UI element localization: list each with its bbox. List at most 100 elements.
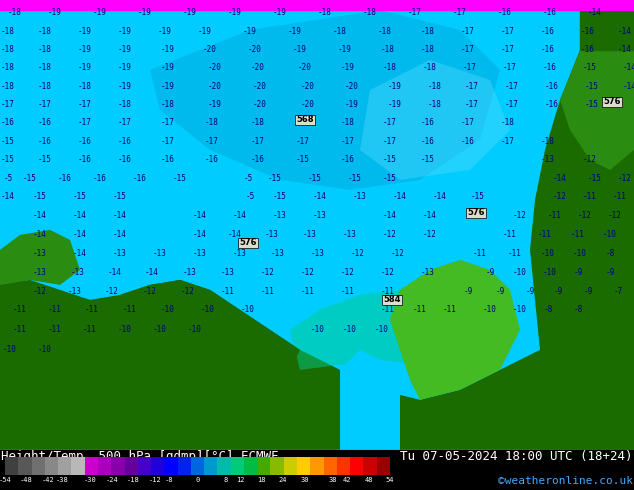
Text: -48: -48 <box>20 477 33 483</box>
Bar <box>0 0 634 10</box>
Text: -15: -15 <box>348 174 362 183</box>
Text: -10: -10 <box>513 305 527 315</box>
Text: -16: -16 <box>541 27 555 36</box>
Text: -14: -14 <box>588 8 602 18</box>
Text: -14: -14 <box>193 230 207 240</box>
Text: -20: -20 <box>253 82 267 92</box>
Text: -15: -15 <box>308 174 322 183</box>
Text: -7: -7 <box>613 287 623 296</box>
Text: -15: -15 <box>273 193 287 201</box>
Text: -15: -15 <box>73 193 87 201</box>
Text: -16: -16 <box>581 27 595 36</box>
Text: -20: -20 <box>298 64 312 73</box>
Text: -10: -10 <box>153 325 167 334</box>
Text: -11: -11 <box>48 325 62 334</box>
Text: -18: -18 <box>383 64 397 73</box>
Text: -13: -13 <box>233 249 247 258</box>
Text: -18: -18 <box>1 46 15 54</box>
Text: -19: -19 <box>93 8 107 18</box>
Text: -17: -17 <box>38 100 52 109</box>
Text: -12: -12 <box>608 211 622 220</box>
Text: -11: -11 <box>583 193 597 201</box>
Text: -13: -13 <box>313 211 327 220</box>
Text: -14: -14 <box>113 230 127 240</box>
Text: -17: -17 <box>78 119 92 127</box>
Bar <box>85 457 98 475</box>
Text: -18: -18 <box>541 137 555 147</box>
Text: -16: -16 <box>251 155 265 165</box>
Text: -13: -13 <box>221 269 235 277</box>
Polygon shape <box>0 280 634 450</box>
Text: -13: -13 <box>33 249 47 258</box>
Bar <box>45 457 58 475</box>
Text: -19: -19 <box>158 27 172 36</box>
Bar <box>284 457 297 475</box>
Text: -17: -17 <box>161 137 175 147</box>
Text: -17: -17 <box>453 8 467 18</box>
Text: -15: -15 <box>421 155 435 165</box>
Text: -19: -19 <box>228 8 242 18</box>
Text: -16: -16 <box>545 100 559 109</box>
Bar <box>231 457 244 475</box>
Text: -20: -20 <box>248 46 262 54</box>
Text: -14: -14 <box>433 193 447 201</box>
Text: Tu 07-05-2024 18:00 UTC (18+24): Tu 07-05-2024 18:00 UTC (18+24) <box>400 450 633 463</box>
Text: -14: -14 <box>233 211 247 220</box>
Text: -17: -17 <box>461 119 475 127</box>
Text: -11: -11 <box>413 305 427 315</box>
Text: -13: -13 <box>71 269 85 277</box>
Text: -14: -14 <box>423 211 437 220</box>
Text: -14: -14 <box>383 211 397 220</box>
Bar <box>377 457 390 475</box>
Text: -5: -5 <box>243 174 252 183</box>
Bar <box>310 457 323 475</box>
Text: -12: -12 <box>618 174 632 183</box>
Text: -19: -19 <box>118 82 132 92</box>
Text: -17: -17 <box>161 119 175 127</box>
Text: -9: -9 <box>526 287 534 296</box>
Bar <box>337 457 350 475</box>
Text: -14: -14 <box>33 211 47 220</box>
Text: 576: 576 <box>467 208 485 218</box>
Text: -10: -10 <box>513 269 527 277</box>
Text: -19: -19 <box>208 100 222 109</box>
Text: -19: -19 <box>388 100 402 109</box>
Text: -10: -10 <box>603 230 617 240</box>
Text: -19: -19 <box>118 27 132 36</box>
Polygon shape <box>390 260 520 400</box>
Text: Height/Temp. 500 hPa [gdmp][°C] ECMWF: Height/Temp. 500 hPa [gdmp][°C] ECMWF <box>1 450 279 463</box>
Text: -12: -12 <box>181 287 195 296</box>
Text: -9: -9 <box>573 269 583 277</box>
Text: -10: -10 <box>483 305 497 315</box>
Text: -8: -8 <box>543 305 553 315</box>
Text: -11: -11 <box>443 305 457 315</box>
Text: -17: -17 <box>78 100 92 109</box>
Text: -16: -16 <box>421 137 435 147</box>
Text: -16: -16 <box>541 46 555 54</box>
Text: -14: -14 <box>108 269 122 277</box>
Text: -14: -14 <box>33 230 47 240</box>
Text: -18: -18 <box>161 100 175 109</box>
Text: -16: -16 <box>341 155 355 165</box>
Text: -18: -18 <box>38 46 52 54</box>
Text: -14: -14 <box>145 269 159 277</box>
Text: -17: -17 <box>501 27 515 36</box>
Text: -10: -10 <box>543 269 557 277</box>
Text: -11: -11 <box>301 287 315 296</box>
Text: -13: -13 <box>541 155 555 165</box>
Text: -15: -15 <box>1 155 15 165</box>
Text: -14: -14 <box>553 174 567 183</box>
Text: -54: -54 <box>0 477 11 483</box>
Text: -15: -15 <box>585 100 599 109</box>
Text: -17: -17 <box>465 82 479 92</box>
Text: -11: -11 <box>221 287 235 296</box>
Text: -17: -17 <box>501 46 515 54</box>
Text: -18: -18 <box>1 27 15 36</box>
Text: -10: -10 <box>38 345 52 354</box>
Text: -13: -13 <box>33 269 47 277</box>
Text: -10: -10 <box>201 305 215 315</box>
Text: -5: -5 <box>245 193 255 201</box>
Text: -17: -17 <box>383 119 397 127</box>
Text: -13: -13 <box>273 211 287 220</box>
Text: -18: -18 <box>318 8 332 18</box>
